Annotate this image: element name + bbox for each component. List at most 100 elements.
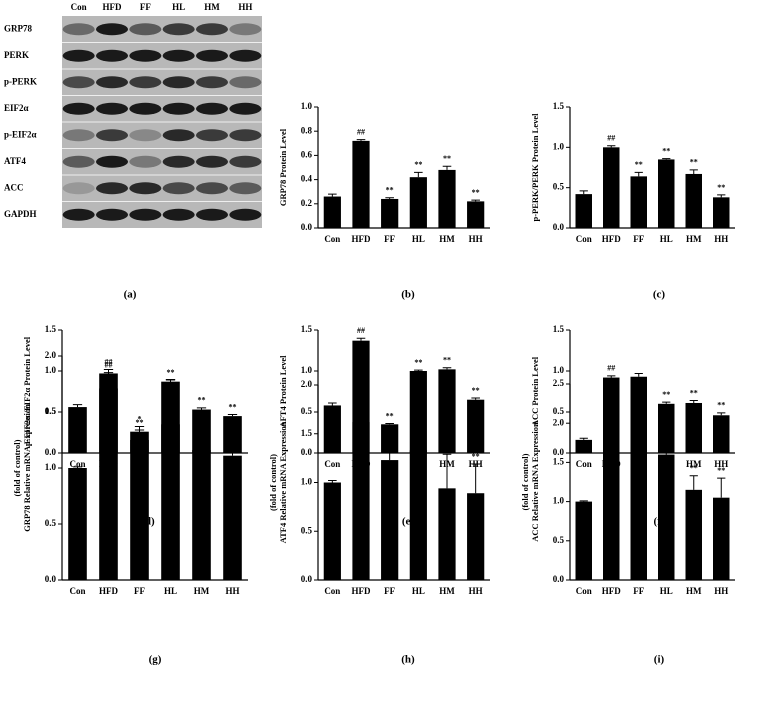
bar — [438, 169, 456, 228]
bar — [381, 198, 399, 228]
x-tick-label: HL — [660, 234, 673, 244]
bar — [352, 422, 370, 580]
bar — [630, 176, 647, 228]
y-tick-label: 0.0 — [301, 574, 313, 584]
error-bar — [579, 190, 588, 195]
blot-band — [162, 102, 195, 115]
y-tick-label: 1.0 — [45, 462, 57, 472]
panel-label: (g) — [149, 654, 162, 666]
blot-band — [129, 23, 162, 36]
blot-band — [96, 182, 128, 195]
significance-label: ** — [386, 186, 394, 195]
blot-band — [62, 129, 95, 142]
y-tick-label: 1.5 — [553, 324, 565, 334]
blot-band — [196, 23, 228, 36]
bar — [713, 497, 730, 580]
y-tick-label: 1.0 — [301, 101, 313, 111]
error-bar — [662, 401, 671, 404]
y-tick-label: 0.5 — [301, 525, 313, 535]
y-axis-label: ACC Protein Level — [530, 356, 540, 426]
x-tick-label: HFD — [602, 234, 621, 244]
blot-band — [196, 182, 228, 195]
y-tick-label: 0.5 — [301, 406, 313, 416]
bar — [685, 402, 702, 453]
y-axis-label: GRP78 Relative mRNA Expression — [22, 404, 32, 532]
y-axis-label: ACC Relative mRNA Expression — [530, 422, 540, 542]
bar — [323, 405, 341, 453]
error-bar — [662, 158, 671, 160]
significance-label: ** — [662, 146, 670, 155]
bar — [323, 482, 341, 580]
bar — [685, 173, 702, 228]
blot-band — [96, 155, 128, 168]
y-tick-label: 0.2 — [301, 198, 313, 208]
x-tick-label: Con — [324, 459, 340, 469]
y-tick-label: 0.6 — [301, 149, 313, 159]
bar — [192, 450, 211, 580]
lane-label: FF — [140, 2, 151, 12]
error-bar — [689, 400, 698, 403]
error-bar — [227, 413, 238, 417]
error-bar — [634, 171, 643, 177]
x-tick-label: HM — [194, 586, 210, 596]
bar — [409, 450, 427, 580]
error-bar — [165, 379, 176, 425]
y-tick-label: 2.0 — [553, 417, 565, 427]
lane-label: HFD — [103, 2, 122, 12]
significance-label: ** — [472, 188, 480, 197]
x-tick-label: HH — [225, 586, 239, 596]
error-bar — [385, 440, 394, 461]
error-bar — [328, 193, 337, 197]
x-tick-label: HM — [439, 234, 455, 244]
significance-label: ** — [414, 358, 422, 367]
error-bar — [607, 375, 616, 378]
row-label: ACC — [4, 182, 24, 192]
bar — [467, 493, 485, 580]
row-label: p-EIF2α — [4, 129, 37, 139]
significance-label: * — [637, 424, 641, 433]
blot-band — [229, 129, 262, 142]
error-bar — [717, 194, 726, 198]
error-bar — [103, 368, 114, 389]
bar — [161, 424, 180, 580]
error-bar — [634, 436, 643, 449]
bar — [352, 140, 370, 228]
y-axis-label: GRP78 Protein Level — [278, 128, 288, 206]
blot-band — [129, 208, 162, 221]
bar — [381, 424, 399, 453]
bar — [603, 425, 620, 580]
y-axis-label: (fold of control) — [268, 454, 278, 511]
y-tick-label: 0.5 — [553, 182, 565, 192]
error-bar — [471, 397, 480, 400]
significance-label: ** — [635, 160, 643, 169]
error-bar — [689, 475, 698, 490]
significance-label: ## — [105, 357, 113, 366]
bar — [438, 488, 456, 580]
y-axis-label: ATF4 Relative mRNA Expression — [278, 421, 288, 543]
blot-band — [162, 23, 195, 36]
y-axis-label: (fold of control) — [520, 453, 530, 510]
blot-band — [62, 155, 95, 168]
blot-band — [196, 102, 228, 115]
y-tick-label: 1.5 — [45, 324, 57, 334]
y-tick-label: 0.0 — [45, 447, 57, 457]
y-tick-label: 1.0 — [553, 365, 565, 375]
x-tick-label: HL — [412, 586, 425, 596]
y-tick-label: 1.5 — [45, 406, 57, 416]
error-bar — [414, 369, 423, 371]
bar — [713, 197, 730, 228]
blot-band — [96, 23, 128, 36]
panel-label: (h) — [401, 654, 415, 666]
error-bar — [689, 169, 698, 174]
bar — [467, 399, 485, 453]
bar — [409, 177, 427, 228]
x-tick-label: HH — [714, 459, 728, 469]
y-tick-label: 0.0 — [553, 222, 565, 232]
significance-label: ## — [357, 392, 365, 401]
significance-label: ** — [662, 390, 670, 399]
error-bar — [385, 422, 394, 425]
bar — [223, 455, 242, 580]
blot-band — [229, 182, 262, 195]
y-tick-label: 2.0 — [301, 379, 313, 389]
error-bar — [414, 428, 423, 451]
